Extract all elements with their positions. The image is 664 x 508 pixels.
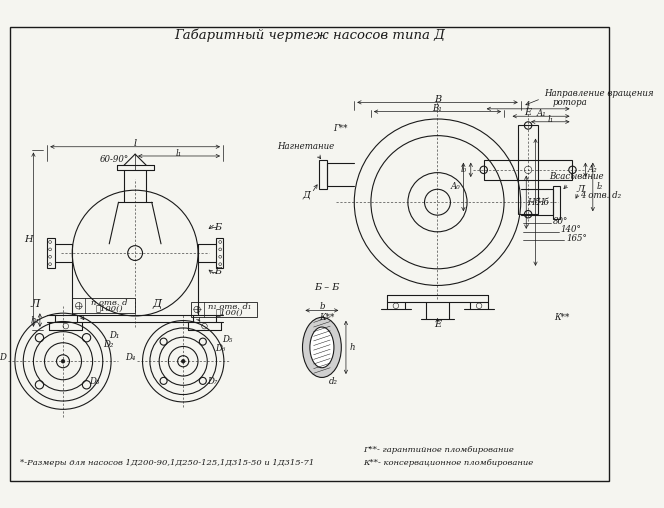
Text: h₁: h₁ [31, 315, 40, 325]
Text: l₂: l₂ [597, 182, 604, 192]
Text: A₀: A₀ [451, 182, 461, 192]
Bar [216, 238, 223, 268]
Text: 140°: 140° [560, 226, 582, 235]
Text: D₇: D₇ [207, 377, 218, 386]
Bar [47, 238, 54, 268]
Text: B: B [434, 95, 441, 104]
Text: Л: Л [31, 299, 40, 309]
Text: Д: Д [153, 299, 162, 309]
Text: B₁: B₁ [432, 104, 442, 113]
Text: l: l [133, 140, 137, 148]
Text: A₁: A₁ [536, 109, 546, 118]
Text: 165°: 165° [566, 234, 587, 243]
Bar [191, 302, 257, 317]
Text: Г**: Г** [333, 124, 348, 133]
Text: l: l [527, 101, 529, 110]
Text: Габаритный чертеж насосов типа Д: Габаритный чертеж насосов типа Д [175, 28, 446, 42]
Text: Направление вращения: Направление вращения [544, 88, 653, 98]
Text: n₁ отв. d₁: n₁ отв. d₁ [208, 303, 251, 311]
Text: К**: К** [554, 313, 570, 322]
Bar [319, 160, 327, 189]
Text: Д: Д [302, 190, 310, 199]
Text: D₅: D₅ [222, 335, 232, 343]
Text: К**: К** [319, 313, 334, 322]
Bar [518, 125, 539, 214]
Bar [553, 185, 560, 219]
Text: E: E [434, 320, 441, 329]
Text: D₄: D₄ [125, 353, 135, 362]
Text: Б: Б [214, 267, 221, 276]
Text: Б: Б [214, 223, 221, 232]
Text: 4 отв. d₂: 4 отв. d₂ [580, 191, 621, 200]
Text: ⌀100(): ⌀100() [96, 305, 123, 312]
Text: d₂: d₂ [329, 377, 338, 386]
Text: l₀: l₀ [460, 166, 467, 174]
Text: Hб: Hб [527, 198, 540, 207]
Text: D₆: D₆ [216, 344, 226, 353]
Text: n отв. d: n отв. d [91, 299, 127, 307]
Text: l₁: l₁ [176, 149, 182, 157]
Bar [72, 298, 135, 313]
Circle shape [61, 359, 65, 363]
Text: Hб: Hб [537, 198, 549, 207]
Text: l₁: l₁ [547, 114, 553, 123]
Text: H: H [25, 235, 33, 244]
Bar [483, 160, 572, 180]
Text: h: h [350, 343, 355, 352]
Ellipse shape [310, 327, 334, 368]
Text: 80°: 80° [553, 217, 568, 226]
Text: Нагнетание: Нагнетание [278, 142, 335, 151]
Text: К**- консервационное пломбирование: К**- консервационное пломбирование [363, 459, 534, 467]
Text: A₂: A₂ [588, 166, 598, 174]
Text: Всасывание: Всасывание [549, 172, 604, 181]
Text: ⌀100(): ⌀100() [216, 308, 243, 316]
Text: 60-90°: 60-90° [100, 155, 129, 164]
Ellipse shape [303, 318, 341, 377]
Text: Л: Л [577, 185, 585, 194]
Text: D: D [0, 353, 6, 362]
Text: Б – Б: Б – Б [314, 283, 339, 292]
Text: Г**- гарантийное пломбирование: Г**- гарантийное пломбирование [363, 446, 515, 454]
Text: D₁: D₁ [110, 331, 120, 340]
Text: D₂: D₂ [103, 340, 113, 349]
Text: *-Размеры для насосов 1Д200-90,1Д250-125,1Д315-50 и 1Д315-71: *-Размеры для насосов 1Д200-90,1Д250-125… [19, 459, 314, 467]
Text: E: E [525, 108, 532, 117]
Text: b: b [319, 302, 325, 311]
Text: ротора: ротора [553, 98, 588, 107]
Text: D₃: D₃ [89, 377, 100, 386]
Circle shape [181, 359, 185, 363]
